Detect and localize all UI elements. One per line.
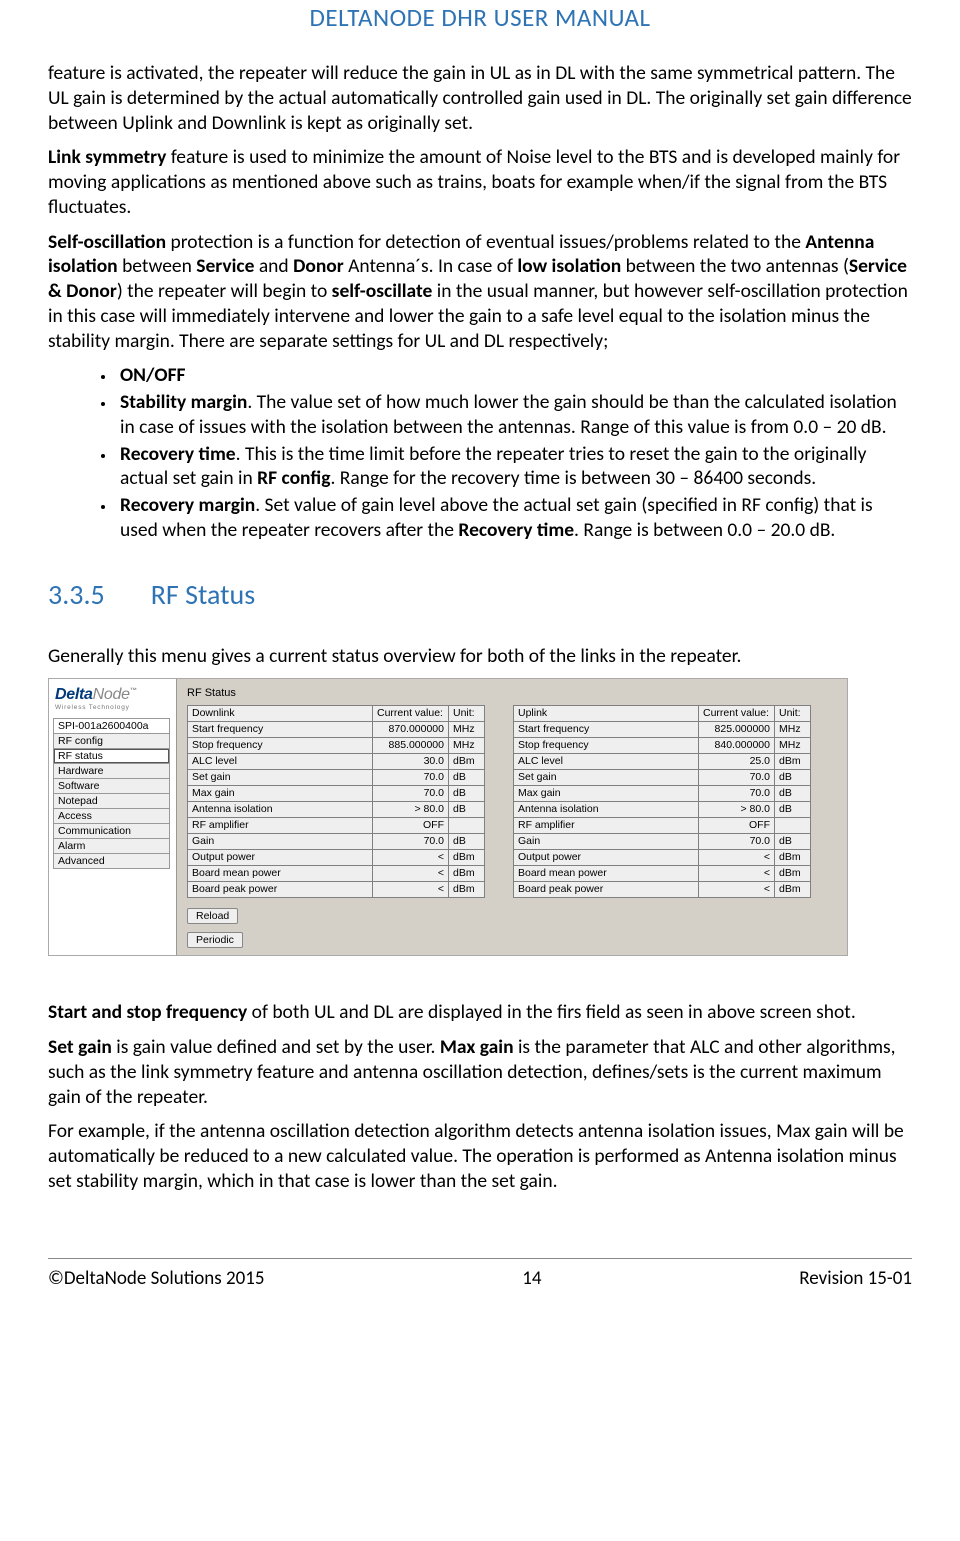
bullet-recovery-margin: Recovery margin. Set value of gain level… [116,493,912,543]
paragraph-link-symmetry: Link symmetry feature is used to minimiz… [48,145,912,219]
paragraph-example: For example, if the antenna oscillation … [48,1119,912,1193]
sidebar-item-hardware[interactable]: Hardware [53,763,170,779]
table-row: RF amplifierOFF [188,818,485,834]
panel-title: RF Status [187,687,837,699]
table-row: Set gain70.0dB [514,770,811,786]
table-row: Stop frequency840.000000MHz [514,738,811,754]
footer-revision: Revision 15-01 [799,1267,912,1290]
document-title: DELTANODE DHR USER MANUAL [48,2,912,33]
sidebar-item-software[interactable]: Software [53,778,170,794]
sidebar-item-access[interactable]: Access [53,808,170,824]
paragraph-intro: feature is activated, the repeater will … [48,61,912,135]
downlink-table: DownlinkCurrent value:Unit:Start frequen… [187,705,485,898]
table-row: Output power<dBm [188,850,485,866]
table-row: Output power<dBm [514,850,811,866]
paragraph-start-stop-freq: Start and stop frequency of both UL and … [48,1000,912,1025]
table-row: Gain70.0dB [188,834,485,850]
table-row: Board mean power<dBm [514,866,811,882]
table-row: ALC level25.0dBm [514,754,811,770]
footer-page-number: 14 [522,1267,541,1290]
table-row: Stop frequency885.000000MHz [188,738,485,754]
logo: DeltaNode™ Wireless Technology [53,685,170,719]
table-row: Board peak power<dBm [188,882,485,898]
device-id: SPI-001a2600400a [53,718,170,734]
reload-button[interactable]: Reload [187,908,238,924]
table-row: RF amplifierOFF [514,818,811,834]
table-row: Antenna isolation> 80.0dB [188,802,485,818]
settings-bullets: ON/OFF Stability margin. The value set o… [48,363,912,542]
footer-copyright: ©DeltaNode Solutions 2015 [48,1267,265,1290]
paragraph-self-oscillation: Self-oscillation protection is a functio… [48,230,912,354]
table-row: Start frequency870.000000MHz [188,722,485,738]
table-row: Antenna isolation> 80.0dB [514,802,811,818]
uplink-table: UplinkCurrent value:Unit:Start frequency… [513,705,811,898]
sidebar-item-rf-status[interactable]: RF status [53,748,170,764]
table-row: Max gain70.0dB [514,786,811,802]
paragraph-rfstatus-intro: Generally this menu gives a current stat… [48,644,912,669]
bullet-recovery-time: Recovery time. This is the time limit be… [116,442,912,492]
sidebar-item-alarm[interactable]: Alarm [53,838,170,854]
sidebar-item-communication[interactable]: Communication [53,823,170,839]
rf-status-screenshot: DeltaNode™ Wireless Technology SPI-001a2… [48,678,848,956]
table-row: Start frequency825.000000MHz [514,722,811,738]
paragraph-set-max-gain: Set gain is gain value defined and set b… [48,1035,912,1109]
table-row: Set gain70.0dB [188,770,485,786]
sidebar-item-rf-config[interactable]: RF config [53,733,170,749]
sidebar-item-advanced[interactable]: Advanced [53,853,170,869]
table-row: Gain70.0dB [514,834,811,850]
table-row: Board mean power<dBm [188,866,485,882]
section-heading: 3.3.5RF Status [48,577,912,612]
page-footer: ©DeltaNode Solutions 2015 14 Revision 15… [48,1258,912,1304]
bullet-onoff: ON/OFF [116,363,912,388]
table-row: Board peak power<dBm [514,882,811,898]
periodic-button[interactable]: Periodic [187,932,243,948]
bullet-stability-margin: Stability margin. The value set of how m… [116,390,912,440]
table-row: Max gain70.0dB [188,786,485,802]
sidebar: DeltaNode™ Wireless Technology SPI-001a2… [49,679,177,955]
table-row: ALC level30.0dBm [188,754,485,770]
sidebar-item-notepad[interactable]: Notepad [53,793,170,809]
